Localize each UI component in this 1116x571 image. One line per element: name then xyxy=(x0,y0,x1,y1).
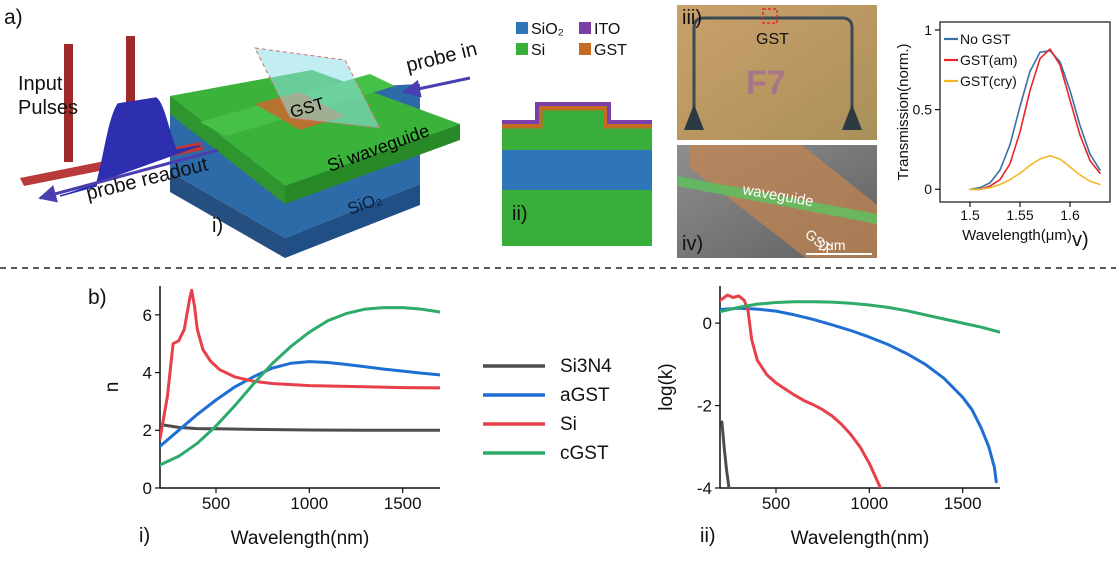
refractive-index-n-ytick-label: 0 xyxy=(143,479,152,498)
sio2-substrate-side xyxy=(285,184,420,258)
transmission-spectrum-ytick-label: 1 xyxy=(924,22,932,38)
extinction-log-k-series-si3n4 xyxy=(720,420,731,488)
extinction-log-k-ytick-label: 0 xyxy=(703,314,712,333)
probe-readout-arrow xyxy=(38,148,219,203)
n-chart-sub-label: i) xyxy=(139,525,150,547)
scale-bar-label: 2μm xyxy=(818,237,846,253)
refractive-index-n-ytick-label: 2 xyxy=(143,421,152,440)
xs-si-ridge xyxy=(502,110,652,150)
refractive-index-n-ytick-label: 4 xyxy=(143,364,152,383)
k-chart: 500 1000 1500 -4 -2 0 Wavelength(nm) log(k) xyxy=(656,286,1000,549)
legend-label-agst: aGST xyxy=(560,385,610,406)
n-chart: 500 1000 1500 0 2 4 6 Wavelength(nm) n xyxy=(102,286,440,549)
transmission-spectrum-xtick-label: 1.6 xyxy=(1060,207,1080,223)
materials-legend: Si3N4 aGST Si cGST xyxy=(483,356,612,464)
extinction-log-k-x-axis-label: Wavelength(nm) xyxy=(791,528,930,549)
transmission-legend-label-no-gst: No GST xyxy=(960,31,1011,47)
transmission-legend-label-gst-cry: GST(cry) xyxy=(960,73,1017,89)
legend-label-si3n4: Si3N4 xyxy=(560,356,612,377)
probe-in-arrow xyxy=(402,76,471,98)
transmission-spectrum-series-gst-cry xyxy=(969,155,1101,191)
probe-in-label: probe in xyxy=(404,38,479,77)
micrograph-top: GST F7 iii) xyxy=(677,5,877,140)
transmission-spectrum-frame xyxy=(939,21,1111,203)
micrograph-gst-label: GST xyxy=(756,31,789,48)
si-slab-front xyxy=(285,124,460,204)
micrograph-top-sub-label: iii) xyxy=(682,7,702,29)
cross-section-sub-label: ii) xyxy=(512,203,528,225)
xs-legend-label-sio: SiO₂ xyxy=(531,21,564,38)
refractive-index-n-series-cgst xyxy=(160,306,440,467)
input-pulses-label-line1: Input xyxy=(18,73,63,95)
device-sub-label: i) xyxy=(212,215,223,237)
refractive-index-n-xtick-label: 1000 xyxy=(290,494,328,513)
refractive-index-n-series-agst xyxy=(160,360,440,448)
gst-location-box xyxy=(762,8,778,24)
grating-coupler-left xyxy=(684,104,704,130)
extinction-log-k-xtick-label: 1500 xyxy=(944,494,982,513)
extinction-log-k-y-axis-label: log(k) xyxy=(656,363,677,411)
sio2-substrate-left xyxy=(170,172,285,258)
refractive-index-n-series-si3n4 xyxy=(160,423,440,432)
transmission-legend-label-gst-am: GST(am) xyxy=(960,52,1018,68)
probe-light-plane xyxy=(254,47,381,129)
xs-gst-layer xyxy=(502,105,652,129)
transmission-spectrum-ytick-label: 0 xyxy=(924,181,932,197)
transmission-spectrum-x-axis-label: Wavelength(μm) xyxy=(962,227,1072,244)
extinction-log-k-xtick-label: 500 xyxy=(762,494,790,513)
input-pulse-1 xyxy=(64,44,73,162)
xs-legend-swatch-gst xyxy=(579,43,591,55)
extinction-log-k-series-cgst xyxy=(720,300,1000,334)
legend-label-si: Si xyxy=(560,414,577,435)
transmission-chart: 1.5 1.55 1.6 0 0.5 1 Wavelength(μm) Transmissio… xyxy=(895,21,1111,244)
micrograph-bottom: waveguide GST 2μm iv) xyxy=(677,145,877,258)
xs-si-bottom-layer xyxy=(502,190,652,246)
transmission-spectrum-xtick-label: 1.5 xyxy=(960,207,980,223)
xs-legend-label-si: Si xyxy=(531,42,545,59)
refractive-index-n-x-axis-label: Wavelength(nm) xyxy=(231,528,370,549)
waveguide-loop xyxy=(692,16,854,115)
transmission-sub-label: v) xyxy=(1072,229,1089,251)
transmission-spectrum-series-no-gst xyxy=(969,49,1101,191)
xs-legend-label-gst: GST xyxy=(594,42,627,59)
transmission-spectrum-xtick-label: 1.55 xyxy=(1006,207,1033,223)
xs-sio2-layer xyxy=(502,150,652,190)
transmission-spectrum-ytick-label: 0.5 xyxy=(913,102,933,118)
refractive-index-n-xtick-label: 1500 xyxy=(384,494,422,513)
sem-waveguide-highlight xyxy=(677,176,877,224)
xs-legend-swatch-ito xyxy=(579,22,591,34)
cross-section-legend: SiO₂ ITO Si GST xyxy=(516,21,627,59)
extinction-log-k-ytick-label: -4 xyxy=(697,479,712,498)
si-slab-top xyxy=(170,70,460,186)
input-pulses-label-line2: Pulses xyxy=(18,97,78,119)
probe-readout-waveform xyxy=(59,97,201,197)
extinction-log-k-series-si xyxy=(720,293,882,488)
transmission-spectrum-y-axis-label: Transmission(norm.) xyxy=(895,44,912,181)
xs-ito-layer xyxy=(502,102,652,124)
panel-a-label: a) xyxy=(4,6,23,29)
input-pulse-2 xyxy=(126,36,135,156)
transmission-spectrum-series-gst-am xyxy=(969,48,1101,191)
xs-legend-label-ito: ITO xyxy=(594,21,620,38)
xs-legend-swatch-sio xyxy=(516,22,528,34)
legend-label-cgst: cGST xyxy=(560,443,609,464)
chip-label: F7 xyxy=(746,64,786,102)
refractive-index-n-xtick-label: 500 xyxy=(202,494,230,513)
grating-coupler-right xyxy=(842,104,862,130)
refractive-index-n-y-axis-label: n xyxy=(102,382,123,393)
panel-b-label: b) xyxy=(88,286,107,309)
extinction-log-k-xtick-label: 1000 xyxy=(850,494,888,513)
device-schematic: Input Pulses probe in probe readout GST … xyxy=(18,36,479,258)
si-slab-left xyxy=(170,96,285,204)
micrograph-top-background xyxy=(677,5,877,140)
micrograph-bottom-sub-label: iv) xyxy=(682,233,703,255)
cross-section: SiO₂ ITO Si GST ii) xyxy=(502,21,652,246)
xs-legend-swatch-si xyxy=(516,43,528,55)
refractive-index-n-ytick-label: 6 xyxy=(143,306,152,325)
refractive-index-n-series-si xyxy=(160,288,440,441)
extinction-log-k-ytick-label: -2 xyxy=(697,397,712,416)
extinction-log-k-series-agst xyxy=(720,306,998,484)
k-chart-sub-label: ii) xyxy=(700,525,716,547)
